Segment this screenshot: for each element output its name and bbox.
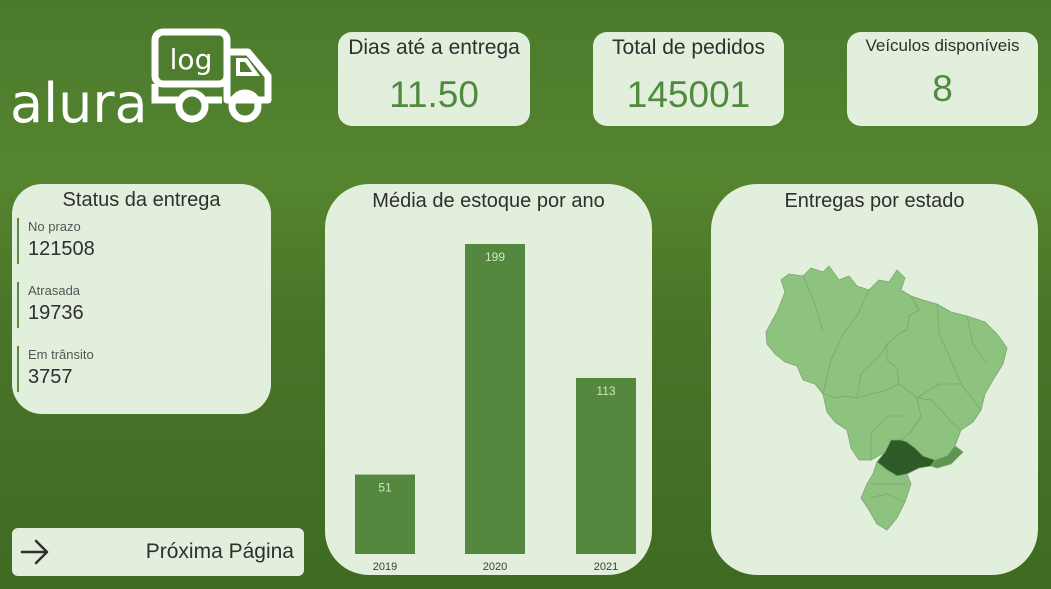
deliveries-map-card: Entregas por estado <box>711 184 1038 575</box>
status-item-late: Atrasada 19736 <box>17 282 84 328</box>
kpi-value: 11.50 <box>389 74 479 115</box>
x-tick-label: 2021 <box>594 561 618 573</box>
status-item-label: No prazo <box>28 219 81 234</box>
bar-2021[interactable] <box>576 377 636 554</box>
alura-log-logo: alura log <box>10 26 280 135</box>
bar-2019[interactable] <box>355 474 415 554</box>
arrow-right-icon <box>20 539 49 565</box>
status-title: Status da entrega <box>62 189 221 211</box>
delivery-status-card: Status da entrega No prazo 121508 Atrasa… <box>12 184 271 414</box>
kpi-label: Total de pedidos <box>612 36 765 59</box>
bar-data-label: 51 <box>378 481 392 495</box>
bar-2020[interactable] <box>465 244 525 554</box>
status-item-value: 121508 <box>28 238 95 260</box>
kpi-label: Dias até a entrega <box>348 36 520 59</box>
bar-data-label: 113 <box>596 384 615 398</box>
kpi-card-delivery-days: Dias até a entrega 11.50 <box>338 32 530 126</box>
status-item-label: Em trânsito <box>28 347 94 362</box>
stock-bar-chart: 51 2019 199 2020 113 2021 <box>355 244 636 573</box>
next-page-button[interactable]: Próxima Página <box>12 528 304 576</box>
logo-wordmark: alura <box>10 72 148 131</box>
map-state-rio-de-janeiro[interactable] <box>930 445 964 469</box>
chart-title: Média de estoque por ano <box>372 190 605 212</box>
x-tick-label: 2020 <box>483 561 507 573</box>
stock-chart-card: Média de estoque por ano 51 2019 199 2020 11… <box>325 184 652 575</box>
kpi-value: 145001 <box>626 74 751 115</box>
kpi-card-total-orders: Total de pedidos 145001 <box>593 32 784 126</box>
status-item-label: Atrasada <box>28 283 81 298</box>
x-tick-label: 2019 <box>373 561 397 573</box>
status-item-value: 19736 <box>28 302 84 324</box>
status-item-value: 3757 <box>28 366 73 388</box>
status-item-on-time: No prazo 121508 <box>17 218 95 264</box>
kpi-label: Veículos disponíveis <box>865 36 1020 55</box>
logo-badge: log <box>170 43 213 76</box>
kpi-value: 8 <box>932 68 953 109</box>
kpi-card-vehicles: Veículos disponíveis 8 <box>847 32 1038 126</box>
next-page-label: Próxima Página <box>145 540 294 563</box>
status-item-in-transit: Em trânsito 3757 <box>17 346 94 392</box>
brazil-map[interactable] <box>711 184 1038 575</box>
map-title: Entregas por estado <box>784 190 965 212</box>
bar-data-label: 199 <box>485 250 505 264</box>
map-region-south[interactable] <box>860 461 912 531</box>
map-region-north[interactable] <box>765 265 920 399</box>
